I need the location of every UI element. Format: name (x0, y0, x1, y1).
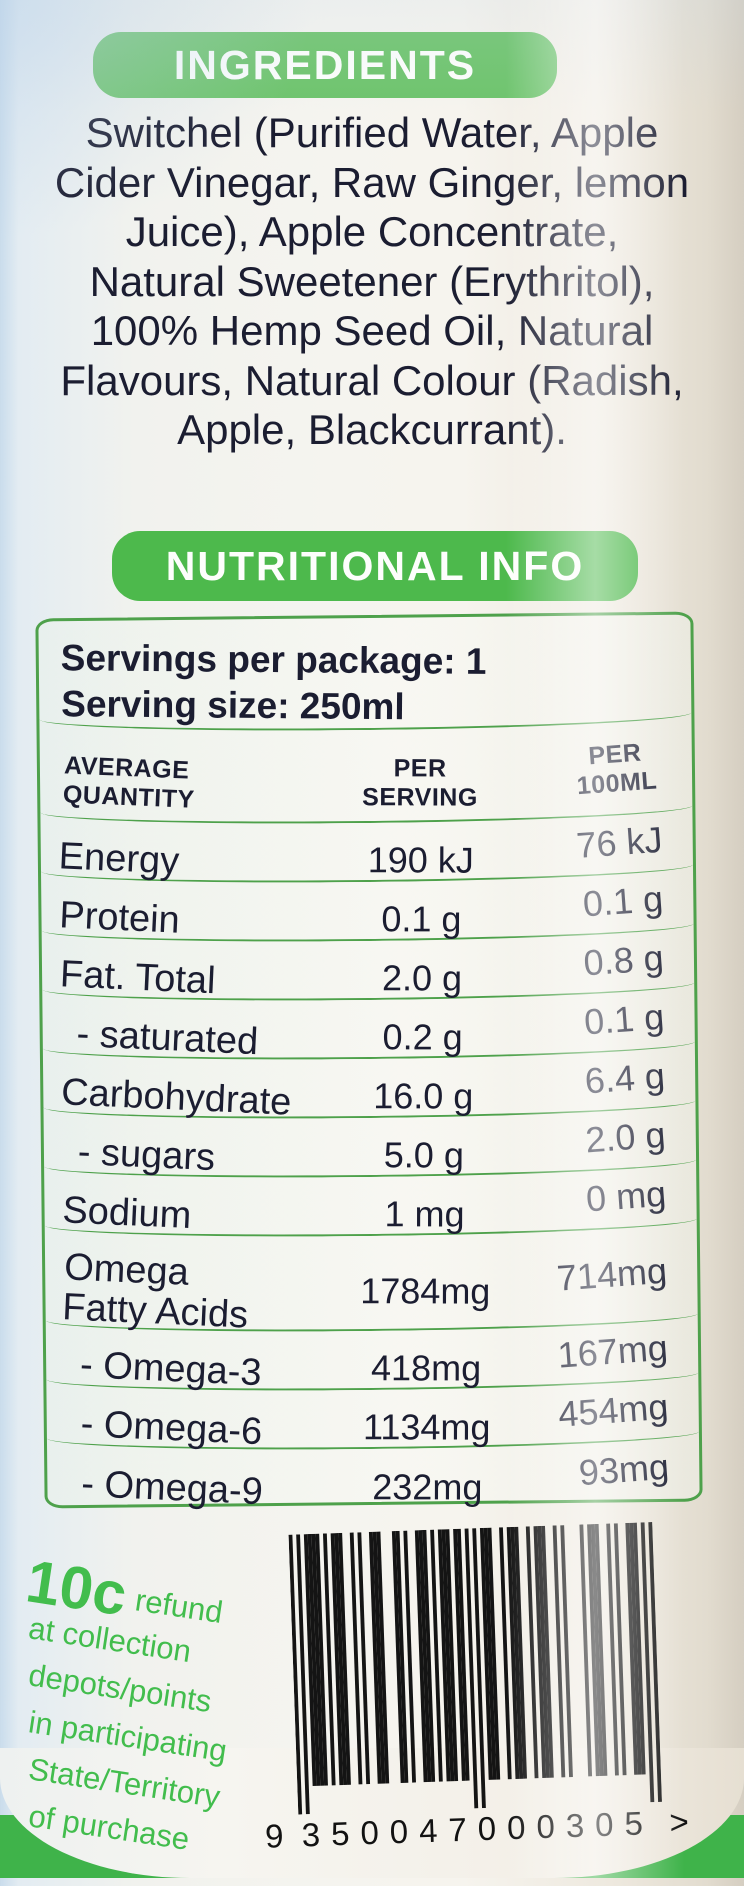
table-row: Protein 0.1 g 0.1 g (41, 877, 694, 945)
row-per-serving: 0.1 g (380, 897, 462, 940)
barcode-digits-right: 000305 (477, 1804, 655, 1848)
nutrition-header-text: NUTRITIONAL INFO (165, 542, 585, 589)
table-row: - Omega-3 418mg 167mg (45, 1326, 699, 1394)
table-row: Omega Fatty Acids 1784mg 714mg (44, 1232, 698, 1337)
row-per-serving: 232mg (371, 1465, 483, 1508)
ingredients-line: Natural Sweetener (Erythritol), (89, 257, 655, 305)
row-name: Fat. Total (59, 952, 217, 1002)
row-per-serving: 190 kJ (367, 838, 474, 881)
row-per-serving: 1784mg (359, 1269, 490, 1312)
table-row: Fat. Total 2.0 g 0.8 g (41, 936, 695, 1004)
row-per-100ml: 93mg (577, 1445, 671, 1493)
column-per-serving: PER SERVING (361, 753, 478, 812)
servings-info: Servings per package: 1 Serving size: 25… (38, 614, 692, 734)
row-name: Omega Fatty Acids (61, 1245, 250, 1337)
table-row: Carbohydrate 16.0 g 6.4 g (43, 1054, 696, 1124)
table-row: Sodium 1 mg 0 mg (44, 1172, 697, 1240)
ingredients-header-text: INGREDIENTS (173, 41, 477, 88)
row-per-serving: 2.0 g (381, 956, 462, 999)
servings-per-package: Servings per package: 1 (60, 637, 487, 682)
row-name: Sodium (61, 1188, 193, 1237)
nutrition-table-rows: Energy 190 kJ 76 kJ Protein 0.1 g 0.1 g Fat. T… (40, 818, 700, 1513)
barcode-digit-first: 9 (264, 1817, 285, 1855)
row-per-100ml: 6.4 g (583, 1054, 667, 1101)
table-row: - saturated 0.2 g 0.1 g (42, 995, 695, 1063)
barcode: 9 350047 000305 > (264, 1521, 689, 1855)
row-name: - Omega-9 (80, 1462, 264, 1513)
row-name: - Omega-3 (79, 1343, 263, 1394)
row-name: - saturated (75, 1012, 260, 1063)
row-per-serving: 16.0 g (372, 1074, 473, 1117)
row-name: - sugars (76, 1130, 216, 1179)
table-row: - Omega-6 1134mg 454mg (46, 1385, 700, 1453)
barcode-bars (288, 1522, 662, 1815)
column-average-quantity: AVERAGE QUANTITY (62, 750, 196, 814)
row-per-100ml: 0.8 g (582, 936, 666, 983)
ingredients-header-pill: INGREDIENTS (93, 32, 557, 98)
row-per-100ml: 2.0 g (584, 1113, 668, 1160)
row-per-serving: 0.2 g (382, 1015, 463, 1058)
refund-notice: 10c refund at collection depots/points in … (22, 1538, 308, 1857)
row-name: - Omega-6 (79, 1402, 264, 1453)
nutrition-header-pill: NUTRITIONAL INFO (112, 531, 638, 601)
barcode-digits-left: 350047 (301, 1810, 479, 1854)
nutrition-table-header: AVERAGE QUANTITY PER SERVING PER 100ML (39, 726, 693, 827)
nutrition-table: Servings per package: 1 Serving size: 25… (35, 611, 703, 1513)
row-per-100ml: 0.1 g (581, 877, 665, 924)
row-per-100ml: 0.1 g (583, 995, 666, 1042)
ingredients-line: Cider Vinegar, Raw Ginger, lemon (54, 158, 690, 206)
table-row: - Omega-9 232mg 93mg (47, 1445, 700, 1513)
row-per-serving: 1134mg (362, 1405, 491, 1448)
row-name: Carbohydrate (60, 1070, 293, 1124)
row-per-serving: 1 mg (383, 1192, 465, 1235)
table-row: - sugars 5.0 g 2.0 g (43, 1113, 697, 1181)
ingredients-line: Flavours, Natural Colour (Radish, (60, 356, 684, 404)
table-row: Energy 190 kJ 76 kJ (40, 818, 694, 886)
row-per-serving: 418mg (370, 1346, 481, 1389)
row-name: Protein (58, 893, 181, 942)
barcode-quiet-zone-mark: > (668, 1802, 690, 1841)
row-name: Energy (57, 834, 181, 883)
row-per-100ml: 714mg (555, 1249, 669, 1299)
row-per-100ml: 454mg (557, 1385, 670, 1435)
ingredients-line: 100% Hemp Seed Oil, Natural (90, 307, 654, 354)
row-per-serving: 5.0 g (383, 1133, 464, 1176)
row-per-100ml: 0 mg (584, 1172, 668, 1219)
ingredients-line: Apple, Blackcurrant). (177, 406, 567, 453)
serving-size: Serving size: 250ml (61, 683, 405, 728)
row-per-100ml: 167mg (556, 1326, 670, 1376)
ingredients-line: Juice), Apple Concentrate, (125, 208, 619, 255)
ingredients-text: Switchel (Purified Water, Apple Cider Vin… (16, 108, 728, 455)
ingredients-line: Switchel (Purified Water, Apple (85, 109, 659, 156)
